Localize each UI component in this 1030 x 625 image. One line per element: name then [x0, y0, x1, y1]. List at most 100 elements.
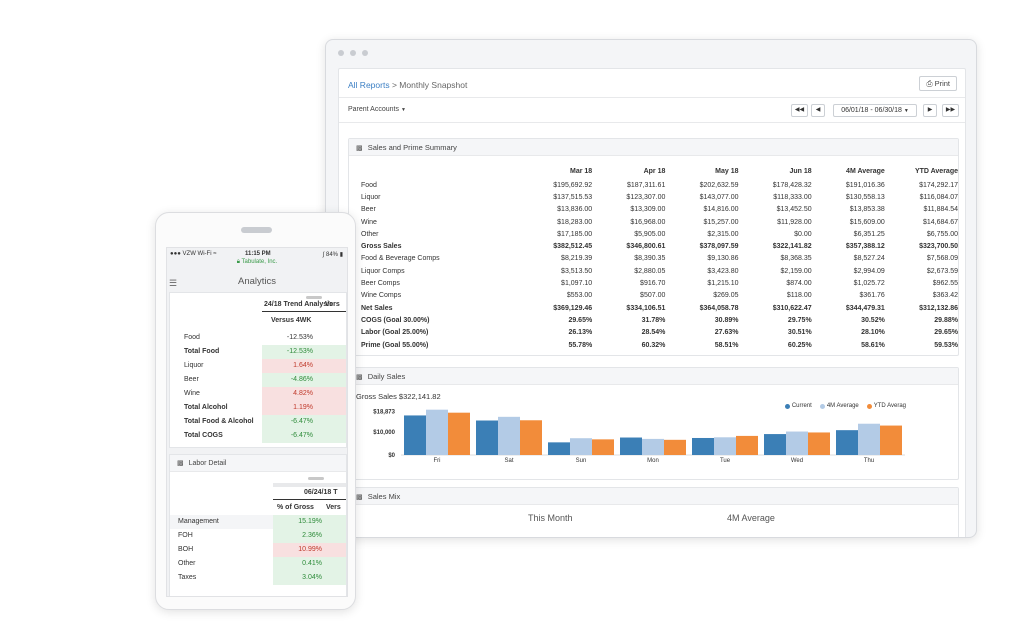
table-row: Food -12.53% [170, 331, 346, 345]
phone-screen: ●●● VZW Wi-Fi ≈ 11:15 PM ∫ 84% ▮ 🔒︎ Tabu… [166, 247, 348, 597]
row-label: Prime (Goal 55.00%) [361, 341, 429, 349]
cell-value: $5,905.00 [634, 230, 666, 238]
card-title: Sales and Prime Summary [367, 143, 457, 152]
horizontal-scrollbar[interactable] [306, 296, 322, 299]
last-period-button[interactable]: ▶▶ [942, 104, 959, 117]
page-title: Analytics [237, 276, 276, 287]
row-label: FOH [178, 532, 193, 539]
row-value: 4.82% [262, 387, 316, 401]
bar[interactable] [808, 432, 830, 455]
row-value: -6.47% [262, 415, 316, 429]
cell-value: $14,816.00 [703, 206, 739, 214]
row-overflow-cell [316, 415, 346, 429]
cell-value: 27.63% [714, 329, 739, 337]
window-controls [338, 50, 368, 56]
bluetooth-icon: ∫ [322, 252, 325, 258]
labor-detail-card: ▩ Labor Detail 06/24/18 T % of Gross Ver… [169, 454, 347, 596]
cell-value: $361.76 [859, 292, 885, 300]
cell-value: $202,632.59 [699, 181, 739, 189]
row-overflow-cell [316, 401, 346, 415]
column-header [361, 167, 519, 179]
cell-value: $13,452.50 [776, 206, 812, 214]
table-row: Total Alcohol 1.19% [170, 401, 346, 415]
bar[interactable] [692, 437, 714, 455]
cell-value: $195,692.92 [553, 181, 593, 189]
bar[interactable] [498, 416, 520, 455]
bar[interactable] [836, 430, 858, 455]
row-value: -4.86% [262, 373, 316, 387]
skip-back-icon: ◀◀ [794, 107, 805, 113]
row-label: Total COGS [184, 432, 223, 439]
legend-item[interactable]: Current [784, 403, 812, 409]
table-row: Taxes 3.04% [170, 571, 346, 585]
cell-value: 29.75% [787, 316, 812, 324]
row-overflow-cell [325, 529, 346, 543]
horizontal-scrollbar[interactable] [308, 477, 324, 480]
date-range-dropdown[interactable]: 06/01/18 - 06/30/18 ▼ [833, 104, 917, 117]
cell-value: $344,479.31 [845, 304, 885, 312]
bar[interactable] [548, 442, 570, 455]
bar[interactable] [448, 412, 470, 455]
table-row: Liquor 1.64% [170, 359, 346, 373]
bar[interactable] [736, 435, 758, 455]
cell-value: $334,106.51 [626, 304, 666, 312]
row-overflow-cell [316, 429, 346, 443]
gross-sales-label: Gross Sales $322,141.82 [356, 392, 441, 401]
row-label: Liquor [184, 362, 204, 369]
prev-period-button[interactable]: ◀ [811, 104, 825, 117]
first-period-button[interactable]: ◀◀ [791, 104, 808, 117]
legend-label: YTD Averag [873, 403, 906, 409]
bar[interactable] [620, 437, 642, 455]
bar[interactable] [520, 420, 542, 455]
bar[interactable] [764, 434, 786, 455]
row-label: Total Alcohol [184, 404, 228, 411]
bar[interactable] [642, 438, 664, 455]
next-period-button[interactable]: ▶ [923, 104, 937, 117]
cell-value: $143,077.00 [699, 193, 739, 201]
cell-value: 31.78% [641, 316, 666, 324]
bar[interactable] [476, 420, 498, 456]
cell-value: 28.10% [861, 329, 885, 337]
labor-header-date: 06/24/18 T [304, 489, 338, 496]
bar[interactable] [404, 415, 426, 455]
row-overflow-cell [316, 359, 346, 373]
battery-label: 84% [326, 252, 339, 258]
cell-value: $1,097.10 [561, 280, 593, 288]
bar[interactable] [786, 431, 808, 455]
bar[interactable] [714, 437, 736, 455]
bar[interactable] [858, 423, 880, 455]
cell-value: $2,159.00 [780, 267, 812, 275]
bar[interactable] [570, 438, 592, 455]
menu-icon[interactable]: ☰ [169, 278, 178, 288]
cell-value: $310,622.47 [772, 304, 812, 312]
row-label: Wine [184, 390, 200, 397]
bar[interactable] [880, 425, 902, 455]
card-title: Sales Mix [367, 492, 401, 501]
summary-row: Food $195,692.92 $187,311.61 $202,632.59 $17… [361, 179, 958, 191]
table-row: Total Food -12.53% [170, 345, 346, 359]
breadcrumb-all-reports-link[interactable]: All Reports [348, 80, 390, 90]
bar[interactable] [426, 409, 448, 455]
row-label: Labor (Goal 25.00%) [361, 329, 429, 337]
table-row: FOH 2.36% [170, 529, 346, 543]
legend-item[interactable]: 4M Average [819, 403, 859, 409]
cell-value: $7,568.09 [926, 255, 958, 263]
parent-accounts-dropdown[interactable]: Parent Accounts ▼ [348, 106, 406, 113]
print-button[interactable]: ⎙ Print [919, 76, 957, 91]
desktop-window: All Reports > Monthly Snapshot ⎙ Print P… [325, 39, 977, 538]
cell-value: $2,315.00 [707, 230, 739, 238]
row-label: COGS (Goal 30.00%) [361, 316, 430, 324]
row-label: Food [184, 334, 200, 341]
cell-value: $174,292.17 [919, 181, 958, 189]
row-value: -6.47% [262, 429, 316, 443]
bar[interactable] [664, 439, 686, 455]
bar[interactable] [592, 439, 614, 455]
legend-item[interactable]: YTD Averag [866, 403, 906, 409]
lock-icon: 🔒︎ [236, 259, 240, 265]
cell-value: $11,928.00 [777, 218, 812, 226]
phone-speaker [241, 227, 272, 233]
cell-value: 29.65% [934, 329, 958, 337]
cell-value: 59.53% [934, 341, 958, 349]
cell-value: 28.54% [641, 329, 666, 337]
four-month-average-title: 4M Average [727, 513, 775, 523]
